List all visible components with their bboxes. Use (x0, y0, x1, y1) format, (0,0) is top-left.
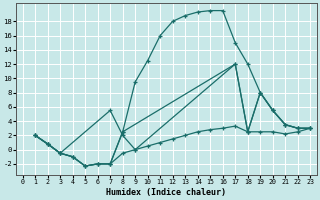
X-axis label: Humidex (Indice chaleur): Humidex (Indice chaleur) (107, 188, 227, 197)
